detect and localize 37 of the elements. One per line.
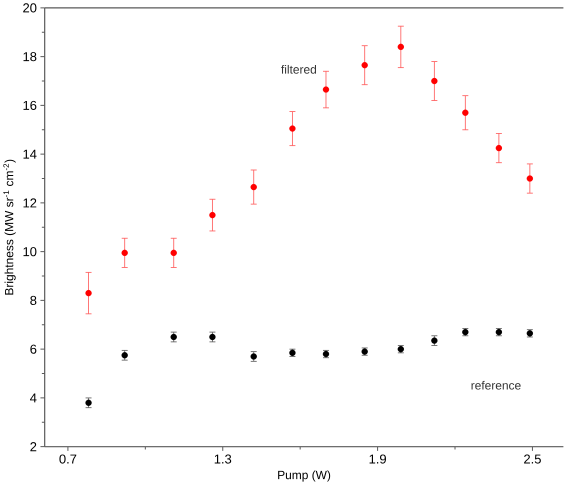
x-tick-label: 0.7 <box>59 454 76 464</box>
point <box>85 400 92 406</box>
y-tick-label: 16 <box>24 100 36 110</box>
y-tick-label: 4 <box>30 394 37 402</box>
point <box>209 212 216 218</box>
point <box>362 62 368 68</box>
point <box>209 334 216 340</box>
point <box>289 125 296 132</box>
x-tick-label: 1.9 <box>370 454 386 464</box>
point <box>85 290 92 296</box>
x-tick-label: 1.3 <box>214 454 232 464</box>
y-tick-label: 20 <box>23 3 36 13</box>
point <box>322 86 330 93</box>
point <box>122 250 128 256</box>
y-tick-label: 8 <box>30 296 36 306</box>
y-tick-label: 12 <box>24 198 36 208</box>
point <box>170 250 177 256</box>
y-tick-label: 10 <box>24 247 36 256</box>
point <box>250 353 257 360</box>
point <box>122 352 128 358</box>
y-tick-label: 14 <box>24 150 37 159</box>
x-tick-label: 2.5 <box>524 454 541 464</box>
annotation: reference <box>472 380 521 390</box>
point <box>496 144 502 152</box>
point <box>462 110 469 116</box>
point <box>526 175 534 182</box>
x-axis-title: Pump (W) <box>278 470 330 482</box>
point <box>170 334 177 340</box>
point <box>431 338 438 344</box>
point <box>250 184 257 190</box>
y-tick-label: 6 <box>30 344 36 354</box>
point <box>431 78 438 84</box>
y-tick-label: 2 <box>30 442 36 452</box>
y-tick-label: 18 <box>24 52 36 62</box>
y-axis-title: Brightness (MW sr$^{-1}$ cm$^{-2}$) <box>3 160 16 295</box>
point <box>398 44 404 50</box>
annotation: filtered <box>281 64 316 74</box>
